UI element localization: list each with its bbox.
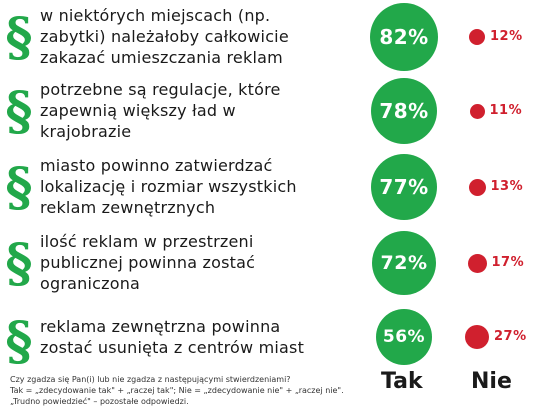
statement-line: lokalizację i rozmiar wszystkich — [40, 177, 297, 196]
statement-line: zakazać umieszczania reklam — [40, 48, 283, 67]
statement-line: zabytki) należałoby całkowicie — [40, 27, 289, 46]
statement-row: § potrzebne są regulacje, które zapewnią w… — [0, 74, 533, 148]
no-label: 17% — [491, 255, 525, 270]
no-dot — [468, 178, 486, 196]
no-dot — [465, 325, 489, 349]
no-dot — [469, 29, 485, 45]
statement-line: potrzebne są regulacje, które — [40, 80, 281, 99]
footnote: Czy zgadza się Pan(i) lub nie zgadza z n… — [10, 374, 370, 407]
yes-circle: 72% — [372, 231, 436, 295]
header-yes: Tak — [381, 369, 423, 394]
statement-text: ilość reklam w przestrzeni publicznej pow… — [40, 231, 352, 294]
paragraph-icon: § — [5, 311, 33, 372]
header-no: Nie — [471, 369, 512, 394]
statement-row: § ilość reklam w przestrzeni publicznej po… — [0, 226, 533, 300]
paragraph-icon: § — [5, 157, 33, 218]
statement-line: reklam zewnętrznych — [40, 198, 216, 217]
no-dot — [467, 253, 487, 273]
yes-circle: 77% — [371, 154, 437, 220]
no-label: 12% — [490, 29, 523, 44]
no-label: 27% — [494, 329, 527, 344]
statement-text: potrzebne są regulacje, które zapewnią wi… — [40, 79, 352, 142]
statement-row: § w niektórych miejscach (np. zabytki) nal… — [0, 0, 533, 74]
no-label: 13% — [490, 179, 524, 194]
statement-line: w niektórych miejscach (np. — [40, 6, 271, 25]
statement-text: miasto powinno zatwierdzać lokalizację i … — [40, 155, 352, 218]
no-label: 11% — [489, 103, 523, 118]
yes-circle: 82% — [370, 3, 438, 71]
yes-circle: 56% — [376, 309, 432, 365]
paragraph-icon: § — [5, 81, 33, 142]
no-dot — [469, 103, 485, 119]
statement-line: miasto powinno zatwierdzać — [40, 156, 273, 175]
statement-line: ilość reklam w przestrzeni — [40, 232, 254, 251]
statement-row: § reklama zewnętrzna powinna zostać usunię… — [0, 300, 533, 374]
paragraph-icon: § — [5, 7, 33, 68]
footnote-other: „Trudno powiedzieć" – pozostałe odpowied… — [10, 397, 189, 406]
statement-text: reklama zewnętrzna powinna zostać usunięt… — [40, 316, 352, 358]
statement-line: ograniczona — [40, 274, 141, 293]
statement-line: publicznej powinna zostać — [40, 253, 256, 272]
footnote-question: Czy zgadza się Pan(i) lub nie zgadza z n… — [10, 375, 291, 384]
footnote-definitions: Tak = „zdecydowanie tak" + „raczej tak";… — [10, 386, 344, 395]
statement-line: zapewnią większy ład w — [40, 101, 236, 120]
yes-circle: 78% — [371, 78, 437, 144]
statement-line: zostać usunięta z centrów miast — [40, 338, 305, 357]
statement-row: § miasto powinno zatwierdzać lokalizację i… — [0, 150, 533, 224]
paragraph-icon: § — [5, 233, 33, 294]
statement-line: krajobrazie — [40, 122, 132, 141]
statement-text: w niektórych miejscach (np. zabytki) nale… — [40, 5, 352, 68]
statement-line: reklama zewnętrzna powinna — [40, 317, 281, 336]
